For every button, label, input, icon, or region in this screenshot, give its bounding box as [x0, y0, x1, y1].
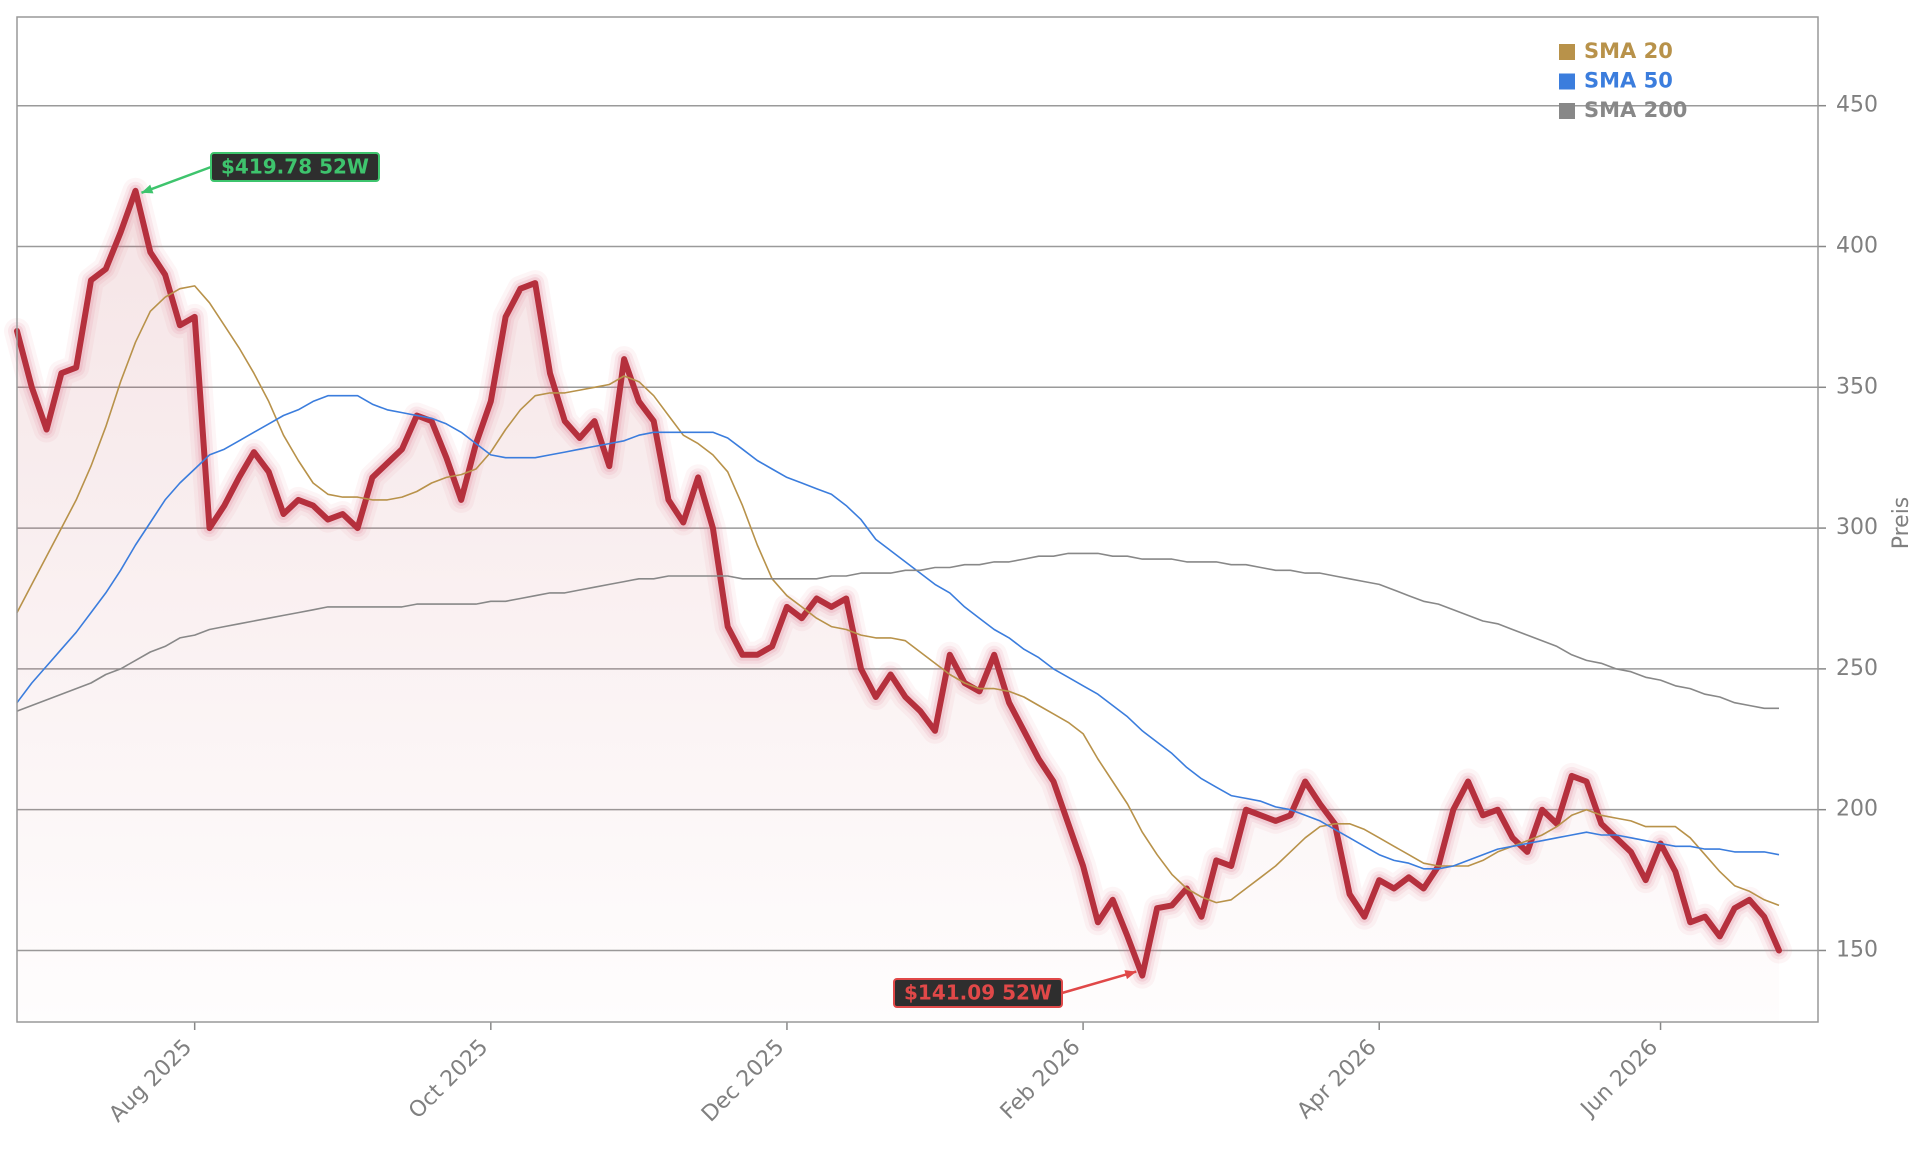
area-fill [17, 190, 1779, 1023]
legend-label: SMA 20 [1584, 39, 1673, 63]
x-tick-label: Dec 2025 [697, 1035, 789, 1127]
y-tick-label: 200 [1836, 797, 1878, 822]
y-tick-label: 150 [1836, 937, 1878, 962]
y-tick-label: 400 [1836, 233, 1878, 258]
annotation-label: $419.78 52W [221, 155, 369, 179]
sma-line [16, 552, 1779, 712]
x-tick-label: Oct 2025 [404, 1035, 493, 1124]
annotation-arrowhead [1124, 970, 1137, 980]
annotation-box [210, 152, 380, 182]
x-tick-label: Apr 2026 [1293, 1035, 1382, 1124]
y-axis-label: Preis [1889, 497, 1914, 550]
plot-frame [16, 16, 1819, 1023]
y-tick-label: 250 [1836, 656, 1878, 681]
legend-swatch [1559, 73, 1575, 90]
annotation-arrowhead [141, 184, 154, 194]
x-tick-label: Feb 2026 [996, 1035, 1086, 1125]
annotation-label: $141.09 52W [904, 981, 1052, 1005]
legend-label: SMA 50 [1584, 69, 1673, 93]
sma-line [16, 285, 1780, 907]
sma-line [16, 394, 1780, 870]
x-tick-label: Jun 2026 [1575, 1035, 1663, 1123]
y-tick-label: 450 [1836, 93, 1878, 118]
annotation-arrow [1061, 970, 1137, 995]
legend-label: SMA 200 [1584, 98, 1687, 122]
annotation-box [893, 978, 1063, 1008]
annotation-arrow [141, 165, 212, 194]
y-tick-label: 350 [1836, 374, 1878, 399]
y-tick-label: 300 [1836, 515, 1878, 540]
legend-swatch [1559, 103, 1575, 119]
x-tick-label: Aug 2025 [105, 1035, 198, 1128]
legend-swatch [1559, 44, 1575, 60]
price-line [14, 187, 1782, 979]
